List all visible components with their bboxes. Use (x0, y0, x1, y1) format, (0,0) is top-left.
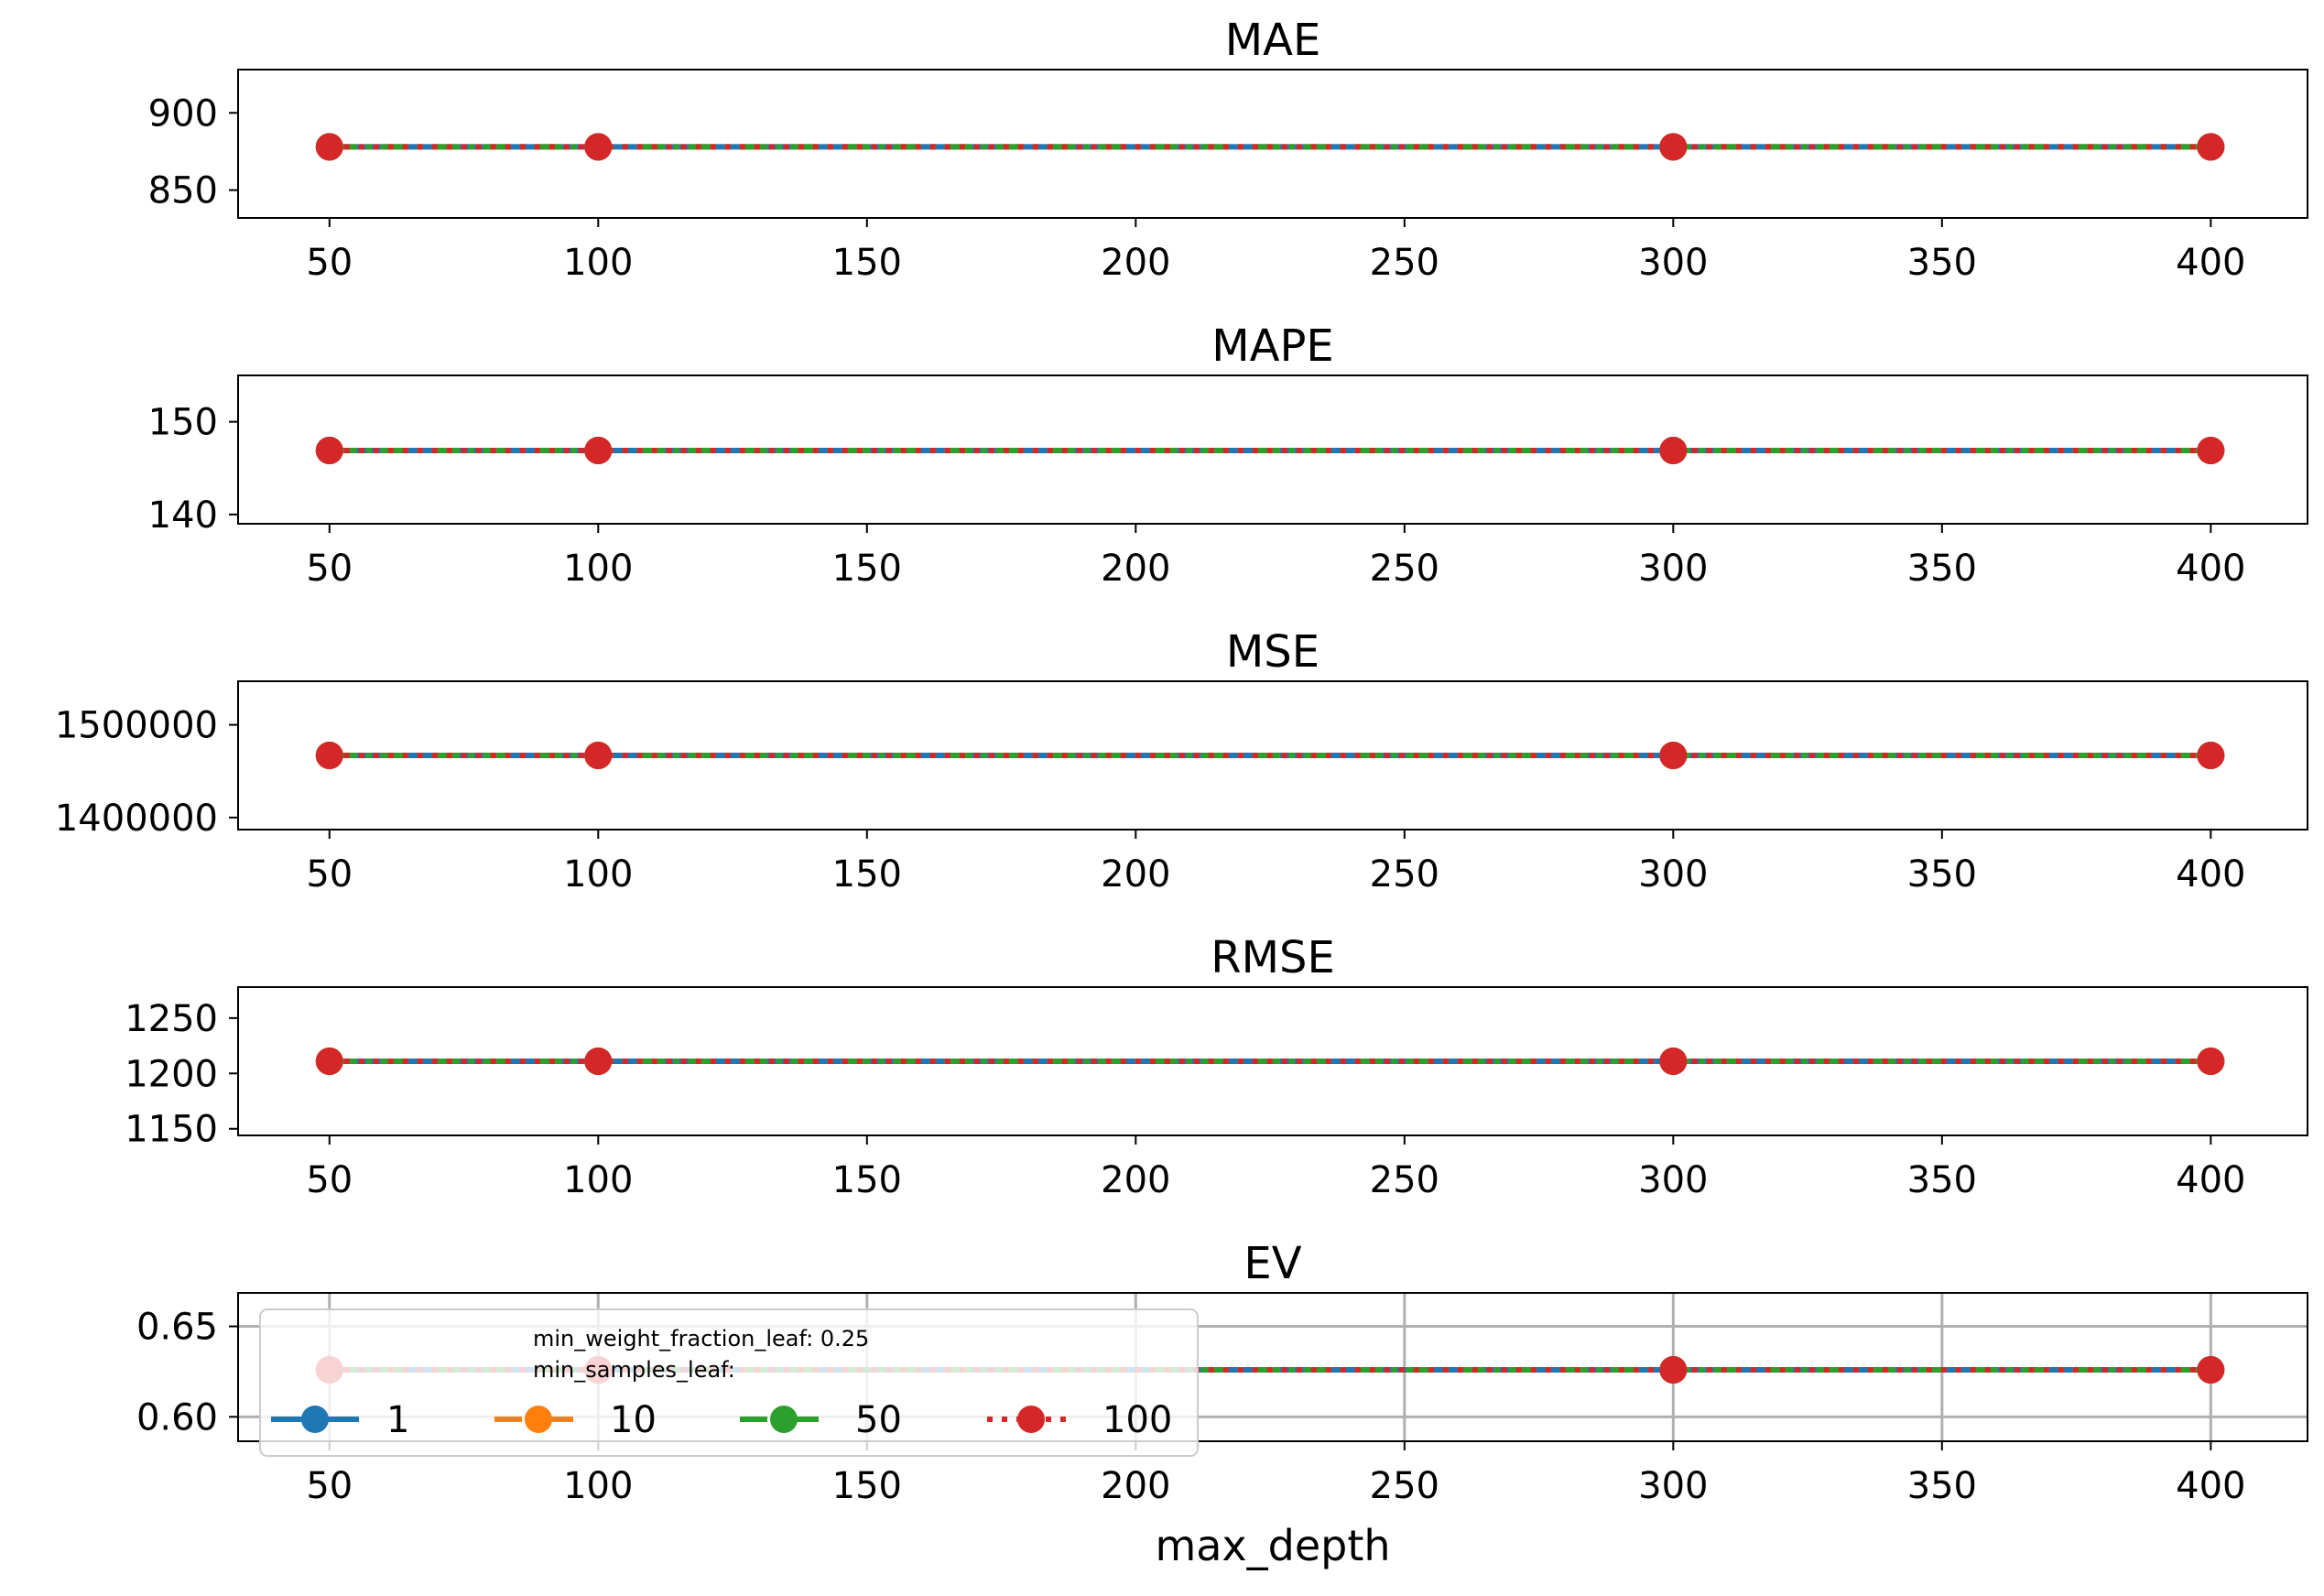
data-point (1659, 1355, 1688, 1384)
legend-label: 50 (855, 1399, 902, 1441)
y-tick-label: 1500000 (55, 705, 218, 747)
y-tick-label: 1400000 (55, 798, 218, 840)
y-tick-label: 140 (148, 494, 218, 537)
x-tick-label: 150 (832, 548, 902, 590)
y-tick-label: 0.60 (136, 1396, 218, 1439)
panel-title: RMSE (1211, 932, 1335, 983)
axes-frame (237, 680, 2308, 831)
x-tick-label: 400 (2176, 853, 2245, 896)
legend-marker (301, 1406, 329, 1433)
legend-marker (525, 1406, 552, 1433)
x-tick-label: 350 (1907, 242, 1977, 284)
panel-title: MAPE (1211, 320, 1334, 372)
data-point (1659, 742, 1688, 769)
axes-frame (237, 1292, 2308, 1442)
x-tick-label: 350 (1907, 1159, 1977, 1201)
x-tick-label: 150 (832, 1159, 902, 1201)
legend-marker (770, 1406, 798, 1433)
x-tick-label: 100 (563, 853, 633, 896)
panel-mape: 50 100 150 200 250 300 350 400 140 150 MAPE (148, 320, 2308, 590)
data-point (2197, 742, 2225, 769)
axes-frame (237, 375, 2308, 525)
axes-frame (237, 69, 2308, 219)
data-point (2197, 437, 2225, 465)
data-point (315, 742, 343, 769)
data-point (584, 437, 613, 465)
y-tick-label: 850 (148, 170, 218, 212)
panel-rmse: 50 100 150 200 250 300 350 400 1150 1200 1250 RMSE (125, 932, 2308, 1201)
x-tick-label: 50 (306, 548, 353, 590)
x-tick-label: 50 (306, 1159, 353, 1201)
x-tick-label: 250 (1370, 242, 1439, 284)
x-tick-label: 200 (1101, 242, 1170, 284)
y-tick-label: 150 (148, 402, 218, 444)
data-point (315, 437, 343, 465)
data-point (1659, 1048, 1688, 1075)
x-tick-label: 200 (1101, 853, 1170, 896)
y-tick-label: 1250 (125, 998, 218, 1040)
data-point (584, 742, 613, 769)
y-tick-label: 900 (148, 92, 218, 135)
panel-mse: 50 100 150 200 250 300 350 400 1400000 1500000 MSE (55, 626, 2308, 896)
x-tick-label: 400 (2176, 548, 2245, 590)
x-tick-label: 350 (1907, 1465, 1977, 1507)
x-tick-label: 150 (832, 853, 902, 896)
x-tick-label: 400 (2176, 242, 2245, 284)
panel-title: MSE (1226, 626, 1319, 678)
x-tick-label: 100 (563, 1159, 633, 1201)
x-tick-label: 400 (2176, 1465, 2245, 1507)
x-tick-label: 150 (832, 1465, 902, 1507)
x-tick-label: 250 (1370, 1465, 1439, 1507)
y-tick-label: 0.65 (136, 1307, 218, 1349)
legend: min_weight_fraction_leaf: 0.25 min_sample… (259, 1308, 1199, 1457)
data-point (1659, 133, 1688, 161)
x-tick-label: 250 (1370, 548, 1439, 590)
data-point (2197, 1355, 2225, 1384)
panel-title: EV (1243, 1238, 1301, 1289)
x-tick-label: 50 (306, 242, 353, 284)
data-point (2197, 133, 2225, 161)
legend-label: 100 (1102, 1399, 1172, 1441)
data-point (1659, 437, 1688, 465)
x-tick-label: 100 (563, 548, 633, 590)
y-tick-label: 1200 (125, 1053, 218, 1095)
data-point (315, 133, 343, 161)
x-axis-label: max_depth (1155, 1521, 1390, 1570)
panel-title: MAE (1225, 15, 1321, 66)
x-tick-label: 250 (1370, 853, 1439, 896)
x-tick-label: 100 (563, 242, 633, 284)
legend-label: 10 (610, 1399, 657, 1441)
x-tick-label: 350 (1907, 548, 1977, 590)
axes-frame (237, 986, 2308, 1136)
x-tick-label: 300 (1638, 1159, 1708, 1201)
legend-title: min_samples_leaf: (533, 1357, 735, 1383)
x-tick-label: 200 (1101, 548, 1170, 590)
x-tick-label: 350 (1907, 853, 1977, 896)
legend-marker (1017, 1406, 1045, 1433)
data-point (584, 1048, 613, 1075)
data-point (315, 1048, 343, 1075)
x-tick-label: 200 (1101, 1465, 1170, 1507)
x-tick-label: 250 (1370, 1159, 1439, 1201)
y-tick-label: 1150 (125, 1109, 218, 1151)
x-tick-label: 200 (1101, 1159, 1170, 1201)
legend-label: 1 (386, 1399, 409, 1441)
data-point (584, 133, 613, 161)
legend-title: min_weight_fraction_leaf: 0.25 (533, 1326, 869, 1352)
panel-mae: 50 100 150 200 250 300 350 400 850 900 MAE (148, 15, 2308, 284)
x-tick-label: 400 (2176, 1159, 2245, 1201)
x-tick-label: 300 (1638, 1465, 1708, 1507)
data-point (2197, 1048, 2225, 1075)
x-tick-label: 300 (1638, 853, 1708, 896)
x-tick-label: 100 (563, 1465, 633, 1507)
x-tick-label: 50 (306, 853, 353, 896)
x-tick-label: 300 (1638, 242, 1708, 284)
x-tick-label: 300 (1638, 548, 1708, 590)
x-tick-label: 50 (306, 1465, 353, 1507)
x-tick-label: 150 (832, 242, 902, 284)
